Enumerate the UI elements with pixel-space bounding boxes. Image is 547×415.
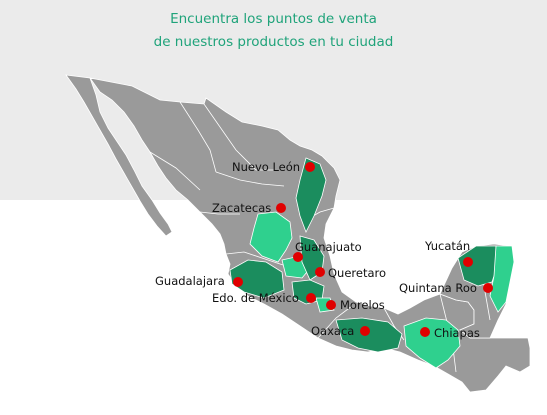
zacatecas-region[interactable] [249, 211, 293, 263]
pin-quintana-roo[interactable] [483, 283, 493, 293]
guadalajara-region[interactable] [229, 259, 285, 299]
label-nuevo-leon[interactable]: Nuevo León [232, 160, 301, 174]
pin-yucatan[interactable] [463, 257, 473, 267]
pin-queretaro[interactable] [315, 267, 325, 277]
pin-morelos[interactable] [326, 300, 336, 310]
label-quintana-roo[interactable]: Quintana Roo [399, 281, 477, 295]
nuevo-leon-region[interactable] [295, 157, 327, 233]
pin-nuevo-leon[interactable] [305, 162, 315, 172]
pin-zacatecas[interactable] [276, 203, 286, 213]
heading-line-2: de nuestros productos en tu ciudad [153, 34, 394, 50]
baja-california-shape [65, 74, 173, 237]
label-oaxaca[interactable]: Oaxaca [311, 324, 355, 338]
label-queretaro[interactable]: Queretaro [328, 266, 387, 280]
mainland-shape [89, 77, 531, 393]
pin-guanajuato[interactable] [293, 252, 303, 262]
label-chiapas[interactable]: Chiapas [434, 326, 480, 340]
label-guadalajara[interactable]: Guadalajara [155, 274, 225, 288]
label-guanajuato[interactable]: Guanajuato [295, 240, 362, 254]
label-zacatecas[interactable]: Zacatecas [212, 201, 272, 215]
label-yucatan[interactable]: Yucatán [425, 239, 471, 253]
pin-oaxaca[interactable] [360, 326, 370, 336]
quintana-roo-region[interactable] [489, 245, 515, 313]
location-pins [233, 162, 493, 337]
pin-guadalajara[interactable] [233, 277, 243, 287]
chiapas-region[interactable] [403, 317, 461, 369]
pin-edo-de-mexico[interactable] [306, 293, 316, 303]
oaxaca-region[interactable] [335, 317, 403, 353]
label-morelos[interactable]: Morelos [340, 298, 385, 312]
pin-chiapas[interactable] [420, 327, 430, 337]
heading-line-1: Encuentra los puntos de venta [170, 11, 377, 27]
label-edo-de-mexico[interactable]: Edo. de México [212, 291, 299, 305]
page-heading: Encuentra los puntos de venta de nuestro… [0, 8, 547, 54]
